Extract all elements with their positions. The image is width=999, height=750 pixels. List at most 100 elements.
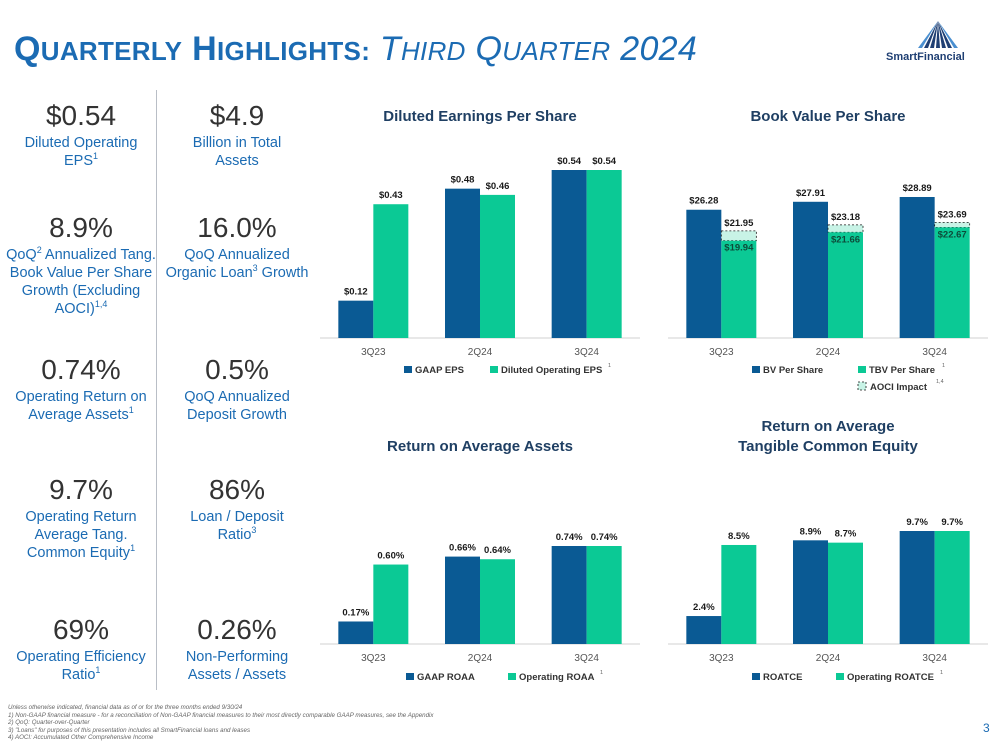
data-label: $0.43 [379, 190, 403, 201]
data-label: $23.69 [938, 209, 967, 220]
x-tick-label: 3Q23 [709, 347, 734, 358]
smartfinancial-logo-icon [918, 21, 958, 48]
data-label: $21.66 [831, 234, 860, 245]
legend-footnote-marker: 1 [608, 363, 611, 369]
metric-diluted-eps: $0.54 Diluted Operating EPS1 [6, 100, 156, 170]
metric-value: $4.9 [209, 100, 265, 131]
metric-efficiency-ratio: 69% Operating Efficiency Ratio1 [6, 614, 156, 684]
data-label: $19.94 [724, 243, 754, 254]
metric-operating-roaa: 0.74% Operating Return on Average Assets… [6, 354, 156, 424]
x-tick-label: 3Q24 [574, 347, 599, 358]
footnote: 2) QoQ: Quarter-over-Quarter [8, 719, 90, 727]
data-label: $27.91 [796, 188, 826, 199]
metric-tbv-growth: 8.9% QoQ2 Annualized Tang. Book Value Pe… [6, 212, 156, 317]
bar-roatce [686, 616, 722, 644]
data-label: 9.7% [906, 517, 928, 528]
bar-operating-roatce [721, 544, 757, 644]
bar-aoci-impact [934, 221, 971, 228]
data-label: 8.7% [835, 529, 857, 540]
bar-tbv-per-share [721, 240, 757, 338]
bar-gaap-eps [445, 188, 480, 338]
data-label: $0.54 [557, 156, 581, 167]
x-tick-label: 3Q24 [922, 347, 947, 358]
legend-label: Diluted Operating EPS [501, 365, 602, 376]
metric-total-assets: $4.9 Billion in Total Assets [162, 100, 312, 170]
x-tick-label: 2Q24 [816, 347, 841, 358]
page-number: 3 [983, 721, 990, 735]
data-label: $22.67 [938, 229, 967, 240]
footnote: 3) "Loans" for purposes of this presenta… [8, 726, 251, 734]
bar-bv-per-share [899, 197, 935, 338]
legend-footnote-marker: 1 [940, 670, 943, 676]
footnote: 4) AOCI: Accumulated Other Comprehensive… [8, 734, 154, 742]
bar-tbv-per-share [934, 227, 970, 338]
metric-npa-assets: 0.26% Non-Performing Assets / Assets [162, 614, 312, 684]
legend-swatch [857, 381, 867, 391]
x-tick-label: 2Q24 [816, 653, 841, 664]
legend-swatch [404, 366, 412, 373]
legend-label: Operating ROATCE [847, 672, 934, 683]
bar-bv-per-share [793, 201, 828, 338]
legend-label: AOCI Impact [870, 382, 928, 393]
data-label: 0.64% [484, 545, 511, 556]
data-label: 2.4% [693, 602, 715, 613]
x-tick-label: 3Q23 [709, 653, 734, 664]
metric-value: 9.7% [49, 474, 113, 505]
bar-operating-roatce [934, 531, 970, 644]
bar-bv-per-share [686, 209, 722, 338]
x-tick-label: 3Q23 [361, 347, 386, 358]
data-label: 9.7% [941, 517, 963, 528]
bar-gaap-roaa [338, 621, 374, 644]
legend-swatch [406, 673, 414, 680]
footnote: 1) Non-GAAP financial measure - for a re… [8, 711, 434, 719]
data-label: $0.12 [344, 287, 368, 298]
logo-text: SmartFinancial [886, 51, 965, 63]
metric-loan-growth: 16.0% QoQ Annualized Organic Loan3 Growt… [162, 212, 312, 282]
bar-diluted-operating-eps [586, 170, 622, 338]
legend-label: Operating ROAA [519, 672, 595, 683]
data-label: 0.74% [591, 532, 618, 543]
legend-swatch [752, 366, 760, 373]
data-label: $26.28 [689, 196, 718, 207]
legend-swatch [858, 366, 866, 373]
legend-label: GAAP EPS [415, 365, 464, 376]
metric-value: 0.74% [41, 354, 121, 385]
chart-title-eps: Diluted Earnings Per Share [383, 108, 577, 125]
data-label: 0.17% [342, 607, 369, 618]
legend-label: TBV Per Share [869, 365, 935, 376]
bar-roatce [899, 531, 935, 644]
data-label: $0.54 [592, 156, 616, 167]
metric-value: 16.0% [197, 212, 277, 243]
metrics-divider [156, 90, 157, 690]
legend-footnote-marker: 1 [600, 670, 603, 676]
x-tick-label: 3Q24 [574, 653, 599, 664]
bar-aoci-impact [720, 230, 757, 242]
bar-gaap-eps [551, 170, 587, 338]
bar-gaap-roaa [551, 546, 587, 644]
bar-operating-roaa [373, 564, 409, 644]
page-title: QUARTERLY HIGHLIGHTS: THIRD QUARTER 2024 [14, 30, 698, 68]
metric-value: 0.26% [197, 614, 277, 645]
data-label: 8.5% [728, 531, 750, 542]
bar-diluted-operating-eps [373, 204, 409, 338]
metric-value: 86% [208, 474, 266, 505]
data-label: $0.48 [451, 175, 475, 186]
metric-deposit-growth: 0.5% QoQ Annualized Deposit Growth [162, 354, 312, 424]
data-label: $21.95 [724, 218, 754, 229]
bar-roatce [793, 540, 828, 644]
legend-label: BV Per Share [763, 365, 823, 376]
legend-swatch [836, 673, 844, 680]
legend-label: ROATCE [763, 672, 802, 683]
bar-operating-roatce [828, 542, 863, 644]
data-label: 0.60% [377, 551, 404, 562]
footnote: Unless otherwise indicated, financial da… [8, 704, 243, 711]
metric-loan-deposit-ratio: 86% Loan / Deposit Ratio3 [162, 474, 312, 544]
metric-value: 69% [52, 614, 110, 645]
x-tick-label: 3Q24 [922, 653, 947, 664]
data-label: 0.66% [449, 543, 476, 554]
legend-footnote-marker: 1 [942, 363, 945, 369]
chart-title-roaa: Return on Average Assets [387, 438, 573, 455]
metric-value: 8.9% [49, 212, 113, 243]
data-label: $0.46 [486, 181, 510, 192]
